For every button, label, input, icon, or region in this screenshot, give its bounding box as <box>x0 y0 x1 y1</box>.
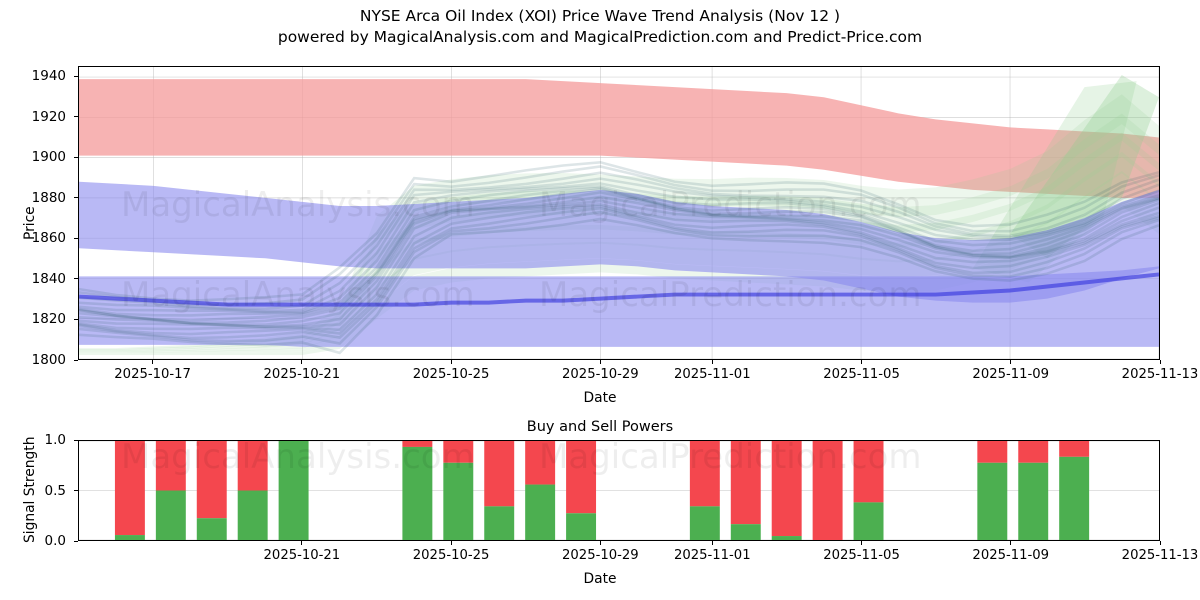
main-xtick-label: 2025-11-13 <box>1121 367 1199 382</box>
sub-xtick-mark <box>711 541 713 545</box>
main-ytick-label: 1860 <box>31 230 66 247</box>
main-ytick-label: 1900 <box>31 149 66 166</box>
main-ytick-mark <box>74 75 78 77</box>
main-ytick-label: 1920 <box>31 108 66 125</box>
sub-ytick-label: 1.0 <box>44 432 66 448</box>
sub-yaxis-title: Signal Strength <box>22 436 38 543</box>
sub-xtick-label: 2025-10-29 <box>562 548 639 563</box>
sub-ytick-label: 0.5 <box>44 482 66 499</box>
sub-xtick-mark <box>599 541 601 545</box>
sub-chart-title: Buy and Sell Powers <box>526 419 674 435</box>
main-xtick-label: 2025-10-29 <box>562 367 639 382</box>
sub-ytick-mark <box>74 490 78 491</box>
main-xtick-mark <box>152 360 154 364</box>
chart-subtitle: powered by MagicalAnalysis.com and Magic… <box>277 28 923 46</box>
main-xtick-label: 2025-10-25 <box>412 367 490 382</box>
chart-title: NYSE Arca Oil Index (XOI) Price Wave Tre… <box>359 7 841 25</box>
sub-xaxis-title: Date <box>583 571 617 587</box>
main-xtick-label: 2025-11-05 <box>823 367 900 382</box>
buy-sell-bars-svg <box>79 441 1159 540</box>
sub-xtick-label: 2025-11-13 <box>1121 548 1199 563</box>
sub-xtick-label: 2025-11-01 <box>673 548 751 563</box>
sub-xtick-label: 2025-11-05 <box>823 548 900 563</box>
main-ytick-mark <box>74 237 78 239</box>
main-xtick-mark <box>1159 360 1161 364</box>
sub-xtick-mark <box>301 541 303 545</box>
price-chart-plot-area: MagicalAnalysis.com MagicalPrediction.co… <box>78 66 1160 360</box>
main-xtick-mark <box>1010 360 1012 364</box>
main-xtick-mark <box>301 360 303 364</box>
chart-title-block: NYSE Arca Oil Index (XOI) Price Wave Tre… <box>0 6 1200 48</box>
sub-xtick-mark <box>1010 541 1012 545</box>
sub-ytick-mark <box>74 439 78 441</box>
sub-xtick-label: 2025-11-09 <box>972 548 1050 563</box>
main-ytick-label: 1820 <box>31 311 66 328</box>
main-xtick-label: 2025-10-17 <box>114 367 191 382</box>
main-xtick-label: 2025-11-01 <box>673 367 751 382</box>
sub-xtick-mark <box>861 541 863 545</box>
main-ytick-mark <box>74 278 78 280</box>
main-yaxis-title: Price <box>22 206 38 240</box>
main-ytick-label: 1880 <box>31 189 66 206</box>
main-ytick-mark <box>74 197 78 199</box>
main-xtick-mark <box>450 360 452 364</box>
sub-xtick-label: 2025-10-25 <box>412 548 490 563</box>
main-xtick-mark <box>861 360 863 364</box>
sub-xtick-mark <box>1159 541 1161 545</box>
sub-xtick-mark <box>450 541 452 545</box>
sub-xtick-label: 2025-10-21 <box>263 548 341 563</box>
main-ytick-mark <box>74 156 78 158</box>
main-ytick-mark <box>74 116 78 118</box>
main-xtick-label: 2025-10-21 <box>263 367 341 382</box>
signal-chart-plot-area: MagicalAnalysis.com MagicalPrediction.co… <box>78 440 1160 541</box>
sub-ytick-mark <box>74 540 78 542</box>
main-ytick-mark <box>74 318 78 320</box>
main-xtick-mark <box>711 360 713 364</box>
sub-ytick-label: 0.0 <box>44 533 66 549</box>
main-xtick-mark <box>599 360 601 364</box>
main-ytick-label: 1840 <box>31 270 66 287</box>
price-wave-svg <box>79 67 1159 359</box>
main-ytick-label: 1800 <box>31 352 66 368</box>
main-xaxis-title: Date <box>583 390 617 406</box>
main-ytick-mark <box>74 359 78 361</box>
main-xtick-label: 2025-11-09 <box>972 367 1050 382</box>
main-ytick-label: 1940 <box>31 68 66 85</box>
